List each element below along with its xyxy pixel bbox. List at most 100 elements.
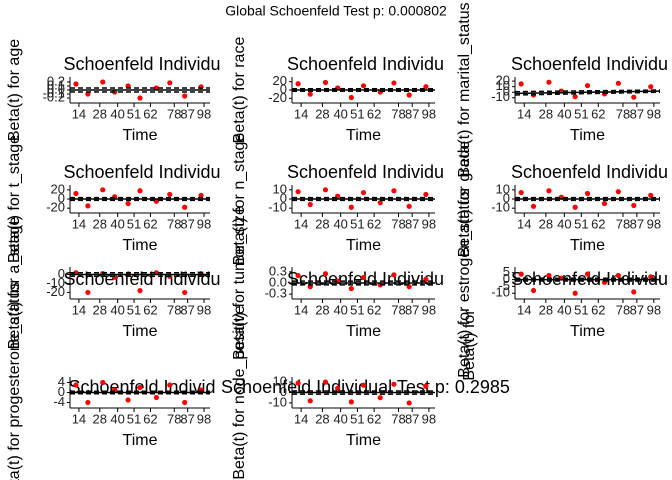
x-tick-label: 78 (391, 411, 405, 426)
point (648, 192, 654, 198)
point (423, 191, 429, 198)
point (584, 82, 591, 89)
y-tick-label: 20 (51, 181, 65, 196)
y-axis-label: Beta(t) for race (231, 37, 248, 144)
point (423, 84, 429, 90)
point (391, 80, 397, 86)
y-tick-label: -10 (491, 89, 510, 104)
x-tick-label: 98 (647, 106, 661, 121)
x-tick-label: 87 (405, 302, 419, 317)
point (125, 200, 131, 207)
x-tick-label: 14 (72, 411, 86, 426)
ci-line (514, 91, 661, 96)
x-tick-label: 40 (110, 411, 124, 426)
x-axis-label: Time (346, 432, 381, 449)
x-tick-label: 87 (180, 106, 194, 121)
x-tick-label: 51 (127, 106, 141, 121)
point (125, 397, 131, 403)
y-tick-label: -20 (268, 90, 287, 105)
x-tick-label: 28 (315, 106, 329, 121)
x-tick-label: 28 (93, 106, 107, 121)
y-tick-label: 0.1 (47, 77, 65, 92)
point (182, 93, 188, 99)
x-axis-label: Time (123, 127, 158, 144)
y-tick-label: 10 (273, 181, 287, 196)
y-tick-label: -10 (268, 394, 287, 409)
point (182, 204, 188, 210)
x-tick-label: 98 (422, 302, 436, 317)
y-tick-label: 0.2 (47, 73, 65, 88)
y-tick-label: 20 (496, 73, 510, 88)
y-tick-label: 0 (503, 271, 510, 286)
point (546, 79, 552, 85)
x-tick-label: 51 (574, 106, 588, 121)
x-tick-label: 78 (616, 302, 630, 317)
x-tick-label: 28 (315, 302, 329, 317)
point (348, 94, 354, 101)
point (423, 383, 429, 389)
point (348, 285, 354, 292)
y-tick-label: 0 (58, 384, 65, 399)
x-axis-label: Time (123, 323, 158, 340)
point (546, 272, 552, 279)
x-axis-label: Time (570, 323, 605, 340)
x-tick-label: 87 (630, 106, 644, 121)
x-tick-label: 98 (422, 411, 436, 426)
point (295, 380, 301, 386)
x-axis-label: Time (570, 127, 605, 144)
x-tick-label: 62 (143, 106, 157, 121)
x-tick-label: 14 (517, 302, 531, 317)
x-tick-label: 98 (197, 302, 211, 317)
x-tick-label: 98 (647, 216, 661, 231)
y-tick-label: -10 (491, 200, 510, 215)
point (530, 287, 537, 294)
point (377, 395, 383, 401)
x-tick-label: 87 (405, 216, 419, 231)
x-tick-label: 87 (630, 302, 644, 317)
y-tick-label: 0 (503, 190, 510, 205)
y-tick-label: 0.3 (269, 263, 287, 278)
point (518, 271, 524, 277)
x-tick-label: 14 (517, 106, 531, 121)
point (631, 289, 637, 295)
point (137, 188, 143, 194)
x-tick-label: 40 (333, 216, 347, 231)
x-tick-label: 51 (350, 411, 364, 426)
x-tick-label: 78 (391, 106, 405, 121)
point (584, 271, 591, 277)
x-tick-label: 28 (539, 302, 553, 317)
y-tick-label: 0 (280, 81, 287, 96)
x-tick-label: 78 (391, 216, 405, 231)
y-tick-label: -0.3 (265, 286, 287, 301)
point (100, 270, 106, 277)
point (572, 290, 578, 296)
y-axis-label: Beta(t) for grade (456, 141, 473, 258)
panel-title: Schoenfeld Individu (511, 54, 668, 74)
x-tick-label: 40 (557, 106, 571, 121)
x-tick-label: 40 (557, 302, 571, 317)
point (322, 271, 329, 277)
point (307, 91, 313, 97)
point (348, 399, 354, 405)
fit-line (514, 90, 661, 95)
point (153, 394, 159, 401)
point (601, 200, 608, 207)
point (615, 189, 621, 195)
global-title: Global Schoenfeld Test p: 0.000802 (225, 3, 447, 19)
y-axis-label: Beta(t) for a_stage (6, 217, 23, 350)
point (391, 381, 397, 387)
x-tick-label: 40 (110, 106, 124, 121)
x-tick-label: 28 (315, 411, 329, 426)
x-tick-label: 62 (367, 302, 381, 317)
y-tick-label: 0 (58, 266, 65, 281)
x-tick-label: 14 (294, 106, 308, 121)
x-axis-label: Time (570, 237, 605, 254)
x-tick-label: 87 (180, 411, 194, 426)
panel-title: Schoenfeld Individu (63, 54, 220, 74)
x-tick-label: 62 (143, 302, 157, 317)
point (631, 94, 637, 100)
point (153, 198, 159, 204)
y-tick-label: -10 (46, 275, 65, 290)
x-tick-label: 51 (574, 216, 588, 231)
point (530, 203, 537, 209)
